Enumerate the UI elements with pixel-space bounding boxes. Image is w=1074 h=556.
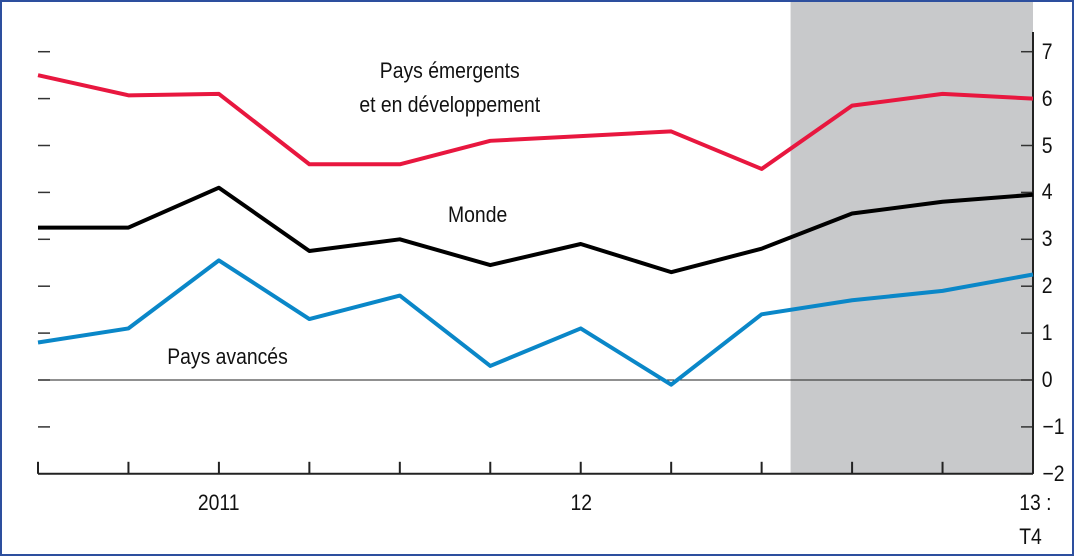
series-line: [38, 185, 1034, 275]
y-tick-label: 6: [1041, 85, 1053, 111]
series-label: Pays avancés: [166, 344, 288, 369]
series-label: Monde: [447, 202, 507, 227]
y-tick-label: 4: [1041, 179, 1053, 205]
y-tick-label: 7: [1041, 38, 1053, 64]
y-tick-label: 5: [1041, 132, 1053, 158]
y-tick-label: 3: [1041, 226, 1053, 252]
x-tick-label: 13 : T4: [1019, 489, 1052, 549]
y-tick-label: −2: [1042, 460, 1065, 486]
series-label: Pays émergents et en développement: [359, 58, 541, 117]
y-tick-label: 2: [1041, 273, 1053, 299]
series-line: [37, 73, 1034, 171]
series-line: [37, 258, 1034, 387]
projection-shade: [790, 2, 1033, 474]
y-tick-label: −1: [1042, 413, 1065, 439]
x-tick-label: 12: [570, 489, 592, 515]
y-tick-label: 0: [1041, 367, 1053, 392]
y-tick-label: 1: [1041, 320, 1053, 346]
x-tick-label: 2011: [198, 489, 240, 515]
